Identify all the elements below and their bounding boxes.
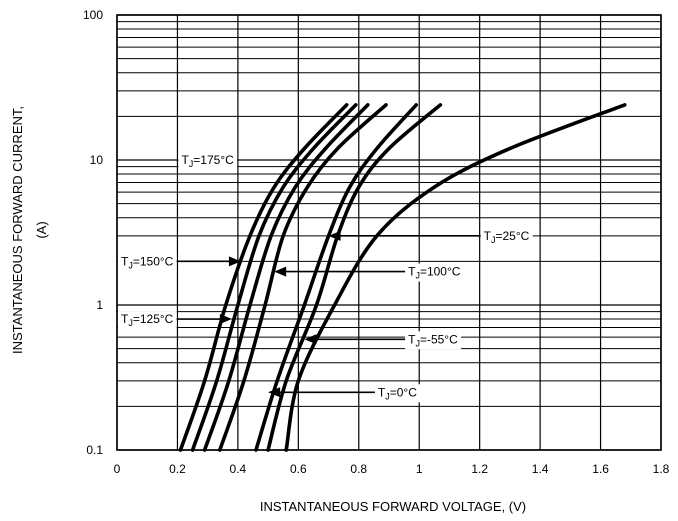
y-tick-label: 0.1 <box>86 443 103 457</box>
callout-label-suffix: =125°C <box>133 312 174 326</box>
y-tick-label: 1 <box>96 298 103 312</box>
callout-label: TJ=125°C <box>121 312 174 328</box>
callout-label-background <box>118 253 177 272</box>
callout-label-prefix: T <box>181 153 189 167</box>
callout-arrowhead <box>274 266 287 277</box>
callout-label-suffix: =-55°C <box>420 332 458 346</box>
callout-arrowhead <box>304 334 317 345</box>
callout-label: TJ=175°C <box>181 153 234 169</box>
callout: TJ=175°C <box>178 152 238 170</box>
callout-label-background <box>405 331 462 350</box>
y-axis-label-line2: (A) <box>34 221 49 238</box>
x-tick-label: 1.8 <box>653 462 670 476</box>
callout-label-subscript: J <box>415 271 420 281</box>
x-tick-label: 0.8 <box>350 462 367 476</box>
callout-label-prefix: T <box>408 265 416 279</box>
callout-label-subscript: J <box>491 235 496 245</box>
series-line <box>254 103 418 452</box>
series-line <box>202 103 370 452</box>
callout-label-prefix: T <box>121 254 129 268</box>
callout-label-background <box>178 152 238 170</box>
callout: TJ=100°C <box>274 263 464 282</box>
callout-label-subscript: J <box>415 338 420 348</box>
callout-label-suffix: =100°C <box>420 265 461 279</box>
callout-label-suffix: =175°C <box>193 153 234 167</box>
callout-label: TJ=100°C <box>408 265 461 281</box>
series-line <box>190 103 358 452</box>
plot-frame <box>116 14 662 451</box>
x-tick-label: 1.6 <box>592 462 609 476</box>
callout-label: TJ=0°C <box>378 385 417 401</box>
callout-label-subscript: J <box>189 159 194 169</box>
callout-label-prefix: T <box>484 229 492 243</box>
callout-label-subscript: J <box>128 318 133 328</box>
y-axis-label-line1: INSTANTANEOUS FORWARD CURRENT, <box>10 106 25 354</box>
x-tick-label: 1.4 <box>532 462 549 476</box>
callout-label-prefix: T <box>121 312 129 326</box>
x-tick-label: 1 <box>416 462 423 476</box>
callout-label: TJ=25°C <box>484 229 530 245</box>
y-tick-label: 10 <box>90 153 104 167</box>
y-tick-label: 100 <box>83 8 103 22</box>
callouts: TJ=175°CTJ=150°CTJ=125°CTJ=100°CTJ=25°CT… <box>118 152 533 403</box>
callout-label-suffix: =25°C <box>496 229 530 243</box>
callout-label-background <box>405 263 464 282</box>
callout-label: TJ=150°C <box>121 254 174 270</box>
x-tick-label: 0 <box>114 462 121 476</box>
callout: TJ=-55°C <box>304 331 462 350</box>
callout: TJ=125°C <box>118 311 232 330</box>
callout: TJ=25°C <box>328 227 533 246</box>
callout-label-subscript: J <box>385 391 390 401</box>
callout-arrowhead <box>328 230 341 241</box>
series-line <box>218 103 388 452</box>
callout-label-subscript: J <box>128 260 133 270</box>
x-tick-label: 0.6 <box>290 462 307 476</box>
x-tick-label: 0.4 <box>230 462 247 476</box>
series-line <box>178 103 349 452</box>
callout: TJ=150°C <box>118 253 241 272</box>
callout-label-suffix: =0°C <box>390 385 417 399</box>
callout-label-background <box>374 384 421 403</box>
x-tick-label: 0.2 <box>169 462 186 476</box>
callout-arrowhead <box>228 256 241 267</box>
callout-label-background <box>480 227 533 246</box>
callout-arrowhead <box>268 387 281 398</box>
callout-label-background <box>118 311 177 330</box>
callout-label: TJ=-55°C <box>408 332 458 348</box>
tick-labels: 0 0.2 0.4 0.6 0.8 1 1.2 1.4 1.6 1.8 0.1 1 10 100 <box>83 8 670 476</box>
callout-label-suffix: =150°C <box>133 254 174 268</box>
callout-label-prefix: T <box>408 332 416 346</box>
callout-arrowhead <box>219 314 232 325</box>
x-tick-label: 1.2 <box>471 462 488 476</box>
callout-label-prefix: T <box>378 385 386 399</box>
series-line <box>266 103 443 452</box>
x-axis-label: INSTANTANEOUS FORWARD VOLTAGE, (V) <box>260 499 526 514</box>
callout: TJ=0°C <box>268 384 421 403</box>
